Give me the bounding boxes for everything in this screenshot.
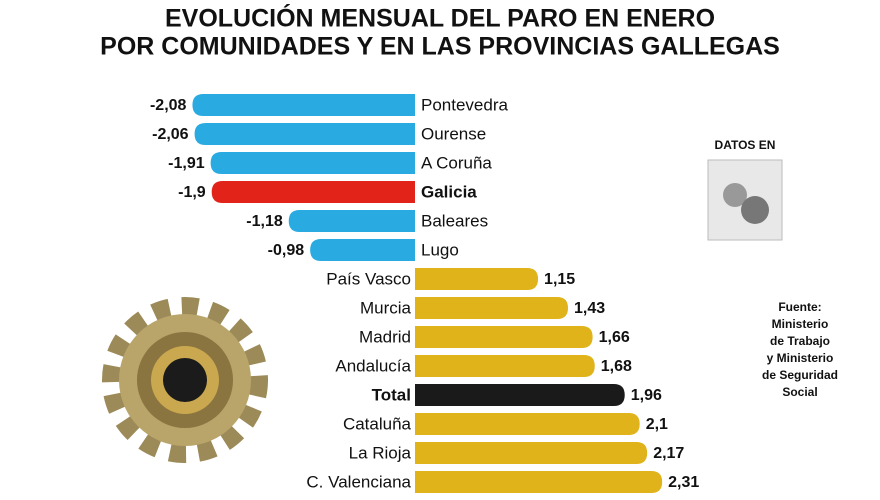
category-label: Cataluña bbox=[343, 414, 412, 433]
bar bbox=[415, 326, 593, 348]
value-label: 1,66 bbox=[599, 329, 630, 346]
value-label: 2,17 bbox=[653, 445, 684, 462]
bar bbox=[211, 181, 415, 203]
chart-title: EVOLUCIÓN MENSUAL DEL PARO EN ENERO bbox=[165, 3, 715, 33]
source-note: de Seguridad bbox=[762, 368, 838, 382]
value-label: -2,06 bbox=[152, 126, 189, 143]
value-label: 1,68 bbox=[601, 358, 632, 375]
bar bbox=[415, 297, 569, 319]
category-label: Lugo bbox=[421, 240, 459, 259]
source-note: Ministerio bbox=[772, 317, 829, 331]
chart-title: POR COMUNIDADES Y EN LAS PROVINCIAS GALL… bbox=[100, 33, 780, 61]
bar bbox=[415, 471, 663, 493]
bar bbox=[415, 384, 625, 406]
value-label: 1,43 bbox=[574, 300, 605, 317]
category-label: Ourense bbox=[421, 124, 486, 143]
category-label: La Rioja bbox=[349, 443, 412, 462]
value-label: -1,18 bbox=[246, 213, 283, 230]
source-note: Fuente: bbox=[778, 300, 821, 314]
value-label: 2,31 bbox=[668, 474, 699, 491]
bar bbox=[194, 123, 415, 145]
category-label: Pontevedra bbox=[421, 95, 508, 114]
bar bbox=[288, 210, 415, 232]
category-label: Galicia bbox=[421, 182, 477, 201]
category-label: C. Valenciana bbox=[306, 472, 411, 491]
category-label: Madrid bbox=[359, 327, 411, 346]
bar bbox=[310, 239, 415, 261]
value-label: 2,1 bbox=[646, 416, 668, 433]
category-label: Murcia bbox=[360, 298, 412, 317]
badge-text: DATOS EN bbox=[715, 138, 776, 152]
value-label: -1,91 bbox=[168, 155, 205, 172]
bar bbox=[415, 355, 595, 377]
bar bbox=[210, 152, 415, 174]
category-label: País Vasco bbox=[326, 269, 411, 288]
bar bbox=[415, 442, 648, 464]
bar bbox=[192, 94, 415, 116]
source-note: y Ministerio bbox=[767, 351, 834, 365]
source-note: de Trabajo bbox=[770, 334, 830, 348]
category-label: Andalucía bbox=[335, 356, 411, 375]
bar bbox=[415, 268, 539, 290]
source-note: Social bbox=[782, 385, 817, 399]
value-label: -2,08 bbox=[150, 97, 187, 114]
category-label: A Coruña bbox=[421, 153, 492, 172]
badge-box bbox=[707, 159, 783, 241]
category-label: Total bbox=[372, 385, 411, 404]
value-label: -0,98 bbox=[268, 242, 305, 259]
value-label: 1,96 bbox=[631, 387, 662, 404]
category-label: Baleares bbox=[421, 211, 488, 230]
bar bbox=[415, 413, 640, 435]
value-label: -1,9 bbox=[178, 184, 206, 201]
value-label: 1,15 bbox=[544, 271, 575, 288]
gear-illustration bbox=[102, 297, 268, 463]
